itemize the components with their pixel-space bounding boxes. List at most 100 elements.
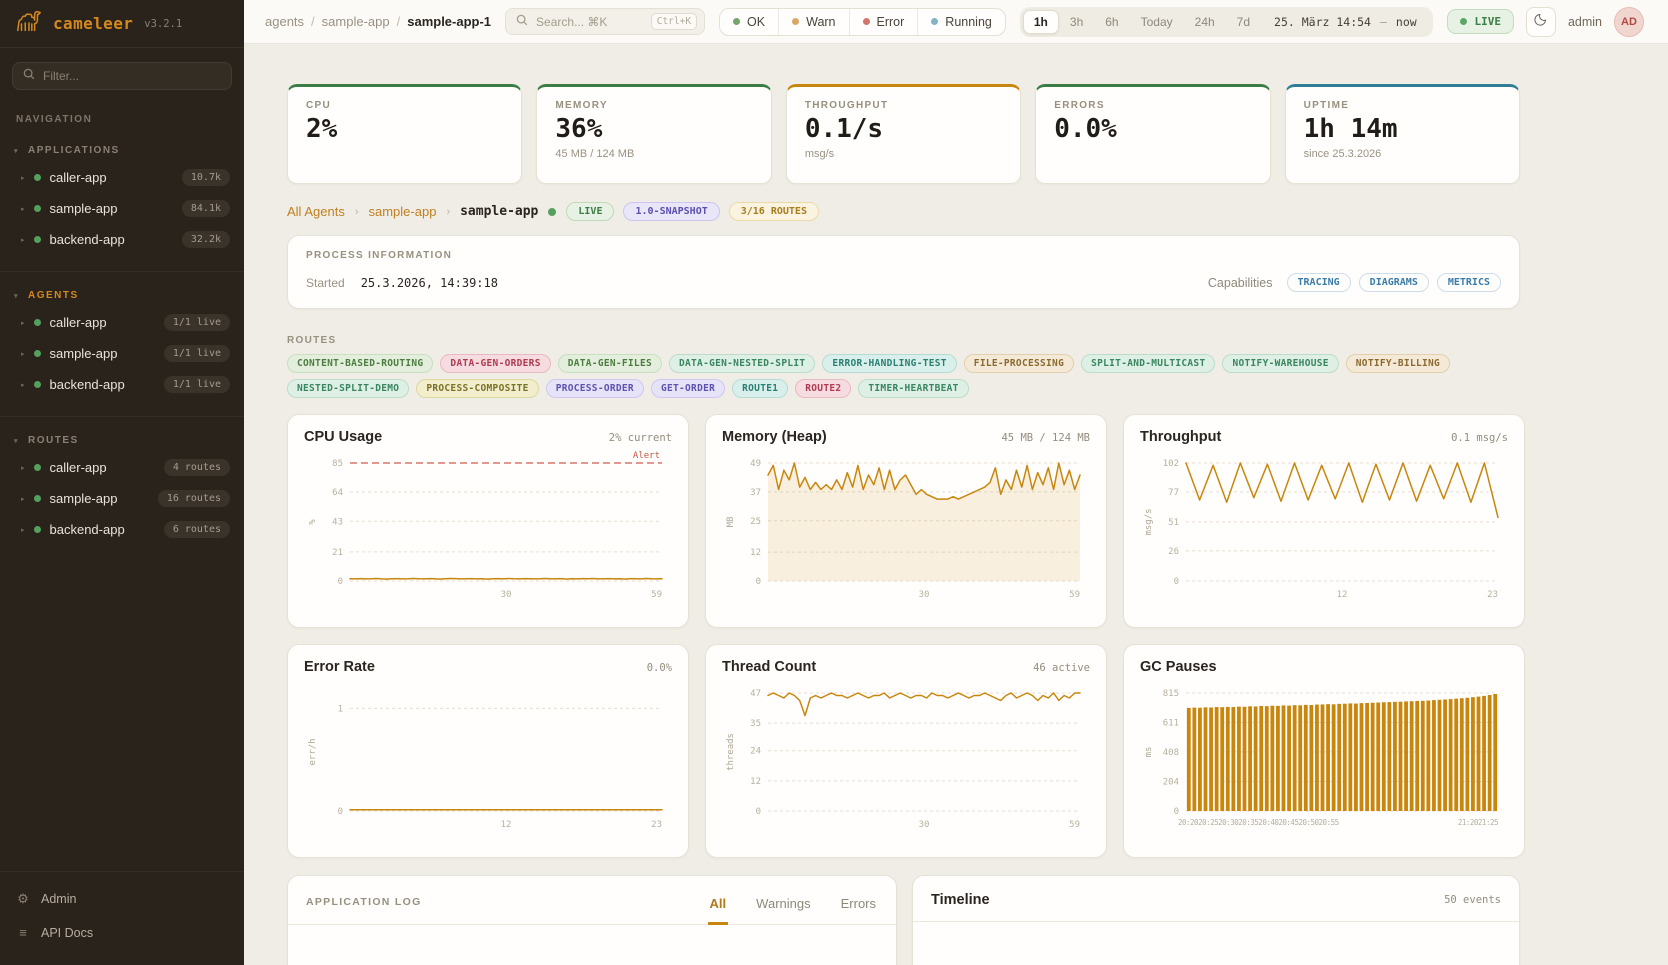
route-chip-file-processing[interactable]: FILE-PROCESSING (964, 354, 1074, 373)
sidebar-item-backend-app[interactable]: ▸backend-app32.2k (0, 224, 244, 255)
metric-card-uptime[interactable]: UPTIME1h 14msince 25.3.2026 (1285, 84, 1520, 184)
chevron-right-icon[interactable]: ▸ (21, 205, 25, 213)
content-scroll[interactable]: CPU2%MEMORY36%45 MB / 124 MBTHROUGHPUT0.… (244, 44, 1668, 965)
route-chip-content-based-routing[interactable]: CONTENT-BASED-ROUTING (287, 354, 433, 373)
sidebar-item-admin[interactable]: ⚙ Admin (0, 882, 244, 916)
metric-card-cpu[interactable]: CPU2% (287, 84, 522, 184)
route-chip-data-gen-files[interactable]: DATA-GEN-FILES (558, 354, 662, 373)
timeline-panel: Timeline 50 events (912, 875, 1520, 965)
breadcrumb-sample-app[interactable]: sample-app (322, 14, 390, 29)
live-toggle[interactable]: LIVE (1447, 9, 1514, 34)
time-range-7d[interactable]: 7d (1226, 10, 1261, 34)
route-chip-nested-split-demo[interactable]: NESTED-SPLIT-DEMO (287, 379, 409, 398)
log-tab-warnings[interactable]: Warnings (754, 880, 812, 925)
chevron-right-icon[interactable]: ▸ (21, 319, 25, 327)
sidebar-item-sample-app[interactable]: ▸sample-app16 routes (0, 483, 244, 514)
app-version: v3.2.1 (144, 18, 182, 30)
route-chip-timer-heartbeat[interactable]: TIMER-HEARTBEAT (858, 379, 968, 398)
agent-app-link[interactable]: sample-app (369, 204, 437, 219)
chevron-right-icon[interactable]: ▸ (21, 174, 25, 182)
route-chip-data-gen-nested-split[interactable]: DATA-GEN-NESTED-SPLIT (669, 354, 815, 373)
metric-subtext: since 25.3.2026 (1304, 148, 1501, 160)
global-search[interactable]: Ctrl+K (505, 8, 705, 35)
svg-text:51: 51 (1168, 518, 1179, 528)
breadcrumb-agents[interactable]: agents (265, 14, 304, 29)
status-filter-label: OK (747, 15, 765, 29)
route-chip-route1[interactable]: ROUTE1 (732, 379, 788, 398)
status-filter-running[interactable]: Running (917, 9, 1005, 35)
route-chip-notify-billing[interactable]: NOTIFY-BILLING (1346, 354, 1450, 373)
status-filter-warn[interactable]: Warn (778, 9, 848, 35)
sidebar-item-api-docs[interactable]: ≡ API Docs (0, 916, 244, 949)
section-header-agents[interactable]: ▾AGENTS (0, 286, 244, 307)
chevron-right-icon[interactable]: ▸ (21, 495, 25, 503)
route-chip-route2[interactable]: ROUTE2 (795, 379, 851, 398)
status-filter-ok[interactable]: OK (720, 9, 778, 35)
chart-plot-cpu: 021436485%Alert3059 (304, 449, 672, 605)
sidebar-footer: ⚙ Admin ≡ API Docs (0, 871, 244, 965)
sidebar-item-backend-app[interactable]: ▸backend-app1/1 live (0, 369, 244, 400)
sidebar-item-caller-app[interactable]: ▸caller-app4 routes (0, 452, 244, 483)
time-range-24h[interactable]: 24h (1184, 10, 1226, 34)
route-chip-error-handling-test[interactable]: ERROR-HANDLING-TEST (822, 354, 956, 373)
metric-value: 2% (306, 116, 503, 143)
current-agent-name: sample-app (460, 204, 538, 219)
sidebar-item-sample-app[interactable]: ▸sample-app1/1 live (0, 338, 244, 369)
sidebar-item-label: sample-app (50, 491, 149, 506)
time-range-6h[interactable]: 6h (1094, 10, 1129, 34)
chart-header: Throughput0.1 msg/s (1140, 429, 1508, 445)
chevron-down-icon: ▾ (14, 147, 19, 155)
chevron-right-icon[interactable]: ▸ (21, 381, 25, 389)
metric-card-throughput[interactable]: THROUGHPUT0.1/smsg/s (786, 84, 1021, 184)
svg-text:20:2020:2520:3020:3520:4020:45: 20:2020:2520:3020:3520:4020:4520:5020:55 (1178, 818, 1339, 827)
filter-input[interactable] (43, 69, 221, 83)
time-range-3h[interactable]: 3h (1059, 10, 1094, 34)
route-chip-data-gen-orders[interactable]: DATA-GEN-ORDERS (440, 354, 550, 373)
chevron-right-icon[interactable]: ▸ (21, 526, 25, 534)
metric-subtext: msg/s (805, 148, 1002, 160)
route-chip-process-composite[interactable]: PROCESS-COMPOSITE (416, 379, 538, 398)
all-agents-link[interactable]: All Agents (287, 204, 345, 219)
route-chip-split-and-multicast[interactable]: SPLIT-AND-MULTICAST (1081, 354, 1215, 373)
status-dot-icon (34, 205, 41, 212)
log-tab-errors[interactable]: Errors (839, 880, 878, 925)
footer-label: API Docs (41, 926, 93, 940)
chevron-right-icon[interactable]: ▸ (21, 236, 25, 244)
avatar[interactable]: AD (1614, 7, 1644, 37)
breadcrumb-separator: / (311, 14, 315, 29)
svg-text:85: 85 (332, 459, 343, 469)
route-chip-notify-warehouse[interactable]: NOTIFY-WAREHOUSE (1222, 354, 1338, 373)
time-range-1h[interactable]: 1h (1023, 10, 1059, 34)
metric-value: 36% (555, 116, 752, 143)
sidebar-item-caller-app[interactable]: ▸caller-app10.7k (0, 162, 244, 193)
sidebar-sections: ▾APPLICATIONS▸caller-app10.7k▸sample-app… (0, 133, 244, 555)
date-range-display[interactable]: 25. März 14:54—now (1261, 15, 1430, 29)
status-dot-icon (863, 18, 870, 25)
sidebar-section-agents: ▾AGENTS▸caller-app1/1 live▸sample-app1/1… (0, 271, 244, 410)
time-range-today[interactable]: Today (1130, 10, 1184, 34)
sidebar-item-label: backend-app (50, 377, 155, 392)
log-tab-all[interactable]: All (708, 880, 729, 925)
status-filter-error[interactable]: Error (849, 9, 918, 35)
username-label: admin (1568, 15, 1602, 29)
svg-text:msg/s: msg/s (1144, 508, 1154, 535)
chevron-separator: › (446, 206, 450, 218)
section-header-applications[interactable]: ▾APPLICATIONS (0, 141, 244, 162)
search-input[interactable] (536, 15, 643, 29)
chevron-right-icon[interactable]: ▸ (21, 350, 25, 358)
theme-toggle-button[interactable] (1526, 7, 1556, 37)
chevron-right-icon[interactable]: ▸ (21, 464, 25, 472)
metric-card-errors[interactable]: ERRORS0.0% (1035, 84, 1270, 184)
route-chip-get-order[interactable]: GET-ORDER (651, 379, 725, 398)
logo-row[interactable]: cameleer v3.2.1 (0, 0, 244, 48)
sidebar-item-caller-app[interactable]: ▸caller-app1/1 live (0, 307, 244, 338)
search-shortcut-badge: Ctrl+K (651, 13, 697, 30)
section-header-routes[interactable]: ▾ROUTES (0, 431, 244, 452)
metric-card-memory[interactable]: MEMORY36%45 MB / 124 MB (536, 84, 771, 184)
route-chip-process-order[interactable]: PROCESS-ORDER (546, 379, 644, 398)
svg-text:25: 25 (750, 517, 761, 527)
sidebar-item-backend-app[interactable]: ▸backend-app6 routes (0, 514, 244, 545)
sidebar-filter[interactable] (12, 62, 232, 90)
sidebar-item-sample-app[interactable]: ▸sample-app84.1k (0, 193, 244, 224)
status-dot-icon (34, 381, 41, 388)
